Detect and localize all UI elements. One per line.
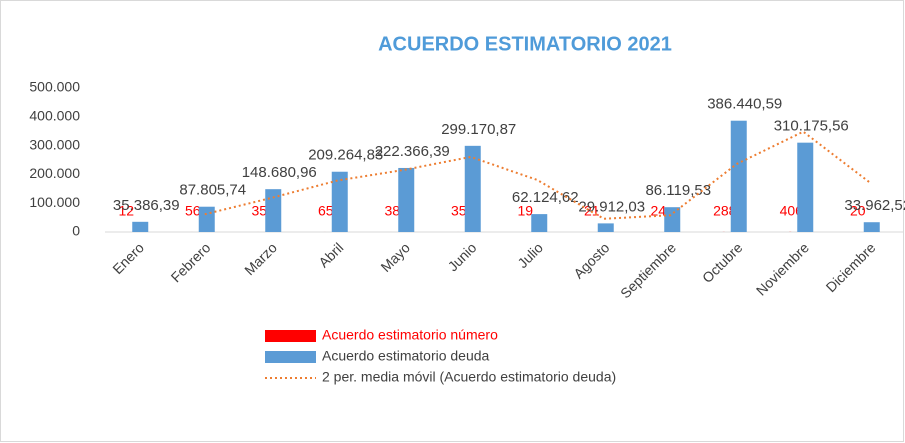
value-label: 20 xyxy=(850,203,866,219)
bar xyxy=(664,207,681,232)
legend-label: 2 per. media móvil (Acuerdo estimatorio … xyxy=(322,369,616,385)
bar xyxy=(797,142,814,232)
value-label: 33.962,52 xyxy=(844,197,905,214)
value-label: 12 xyxy=(118,203,134,219)
bar xyxy=(531,214,548,232)
bar xyxy=(132,221,149,232)
y-tick-label: 400.000 xyxy=(29,108,80,124)
value-label: 29.912,03 xyxy=(578,198,645,215)
y-tick-label: 500.000 xyxy=(29,79,80,95)
value-label: 148.680,96 xyxy=(242,164,317,181)
value-label: 56 xyxy=(185,203,201,219)
bar xyxy=(331,171,348,232)
legend-label: Acuerdo estimatorio deuda xyxy=(322,348,490,364)
value-label: 35 xyxy=(451,203,467,219)
value-label: 288 xyxy=(713,203,737,219)
value-label: 65 xyxy=(318,203,334,219)
chart-title: ACUERDO ESTIMATORIO 2021 xyxy=(378,33,672,55)
y-tick-label: 100.000 xyxy=(29,194,80,210)
bar xyxy=(265,189,282,232)
y-tick-label: 200.000 xyxy=(29,165,80,181)
value-label: 406 xyxy=(780,203,804,219)
value-label: 299.170,87 xyxy=(441,121,516,138)
y-tick-label: 300.000 xyxy=(29,136,80,152)
value-label: 19 xyxy=(517,203,533,219)
value-label: 35 xyxy=(251,203,267,219)
value-label: 310.175,56 xyxy=(774,118,849,135)
legend-swatch xyxy=(265,351,316,363)
value-label: 24 xyxy=(650,203,666,219)
value-label: 386.440,59 xyxy=(707,96,782,113)
value-label: 38 xyxy=(384,203,400,219)
bar xyxy=(863,222,880,232)
bar xyxy=(730,120,747,232)
bar xyxy=(398,167,415,232)
value-label: 87.805,74 xyxy=(179,182,246,199)
value-label: 86.119,53 xyxy=(645,182,711,199)
legend-label: Acuerdo estimatorio número xyxy=(322,327,498,343)
value-label: 62.124,62 xyxy=(512,189,579,206)
bar xyxy=(198,206,215,232)
legend-swatch xyxy=(265,330,316,342)
value-label: 209.264,83 xyxy=(308,147,383,164)
y-tick-label: 0 xyxy=(72,223,80,239)
bar xyxy=(464,145,481,232)
value-label: 222.366,39 xyxy=(375,143,450,160)
bar xyxy=(597,223,614,232)
value-label: 35.386,39 xyxy=(113,197,180,214)
